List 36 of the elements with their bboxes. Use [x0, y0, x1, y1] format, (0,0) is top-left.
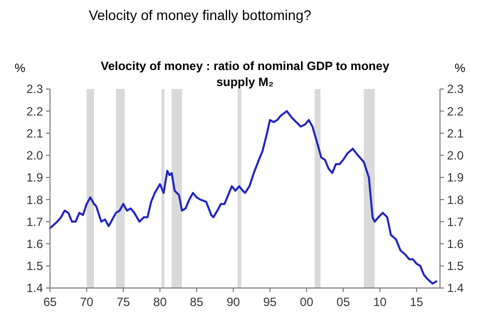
chart-subtitle: Velocity of money : ratio of nominal GDP to money supply M₂	[100, 59, 390, 89]
x-tick-label: 65	[43, 295, 57, 309]
y2-tick-label: 2.2	[447, 104, 464, 118]
y2-axis-title: %	[454, 61, 466, 75]
y2-tick-label: 2.1	[447, 126, 464, 140]
y-axis-title: %	[14, 61, 26, 75]
x-tick-label: 75	[116, 295, 130, 309]
y2-tick-label: 1.8	[447, 192, 464, 207]
y2-tick-label: 1.6	[447, 236, 464, 251]
y-tick-label: 1.7	[26, 214, 44, 229]
y-tick-label: 1.8	[26, 192, 44, 207]
y2-tick-label: 2.3	[447, 82, 464, 96]
x-tick-label: 95	[263, 295, 277, 309]
y-tick-label: 1.9	[26, 170, 44, 185]
y-tick-label: 2.1	[26, 126, 44, 140]
y2-tick-label: 1.5	[447, 259, 464, 274]
x-tick-label: 10	[373, 295, 387, 309]
y-tick-label: 1.5	[26, 259, 44, 274]
y-tick-label: 1.6	[26, 236, 44, 251]
x-tick-label: 15	[410, 295, 424, 309]
chart-title: Velocity of money finally bottoming?	[88, 7, 312, 23]
y2-tick-label: 1.9	[447, 170, 464, 185]
y-tick-label: 2.2	[26, 104, 44, 118]
y-tick-label: 1.4	[26, 281, 44, 296]
y2-tick-label: 2.0	[447, 148, 464, 163]
y-tick-label: 2.3	[26, 82, 44, 96]
y2-tick-label: 1.4	[447, 281, 464, 296]
x-tick-label: 00	[300, 295, 314, 309]
x-tick-label: 90	[226, 295, 240, 309]
x-tick-label: 80	[153, 295, 167, 309]
x-tick-label: 70	[80, 295, 94, 309]
line-series	[49, 110, 438, 285]
x-tick-label: 85	[190, 295, 204, 309]
y2-tick-label: 1.7	[447, 214, 464, 229]
x-tick-label: 05	[336, 295, 350, 309]
y-tick-label: 2.0	[26, 148, 44, 163]
